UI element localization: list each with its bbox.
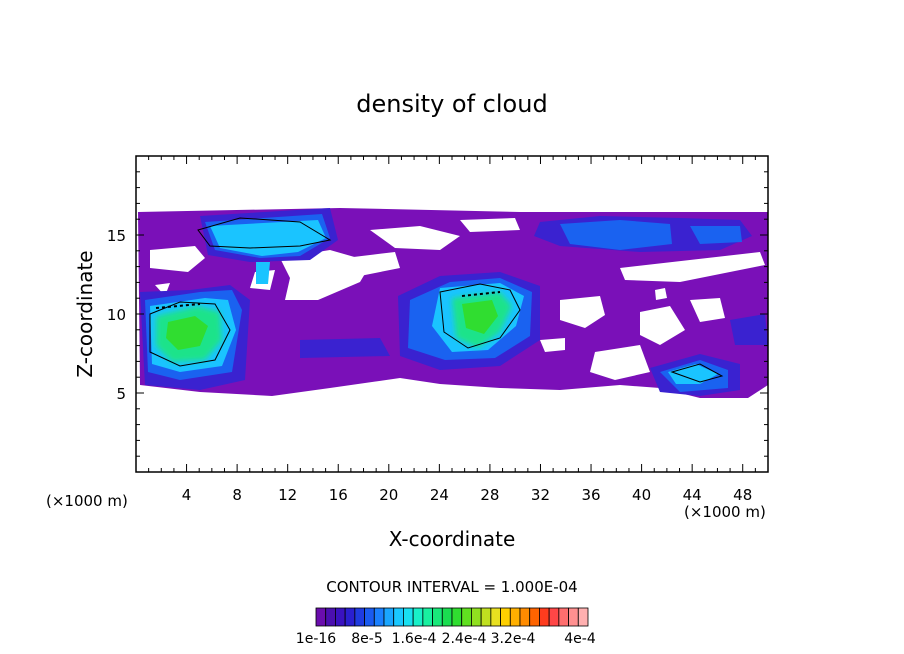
y-tick-label: 10 [107,306,126,324]
colorbar-swatch [519,607,531,627]
colorbar-swatch [354,607,365,627]
colorbar [315,607,589,627]
colorbar-label: 1.6e-4 [392,631,437,647]
colorbar-swatch [480,607,492,627]
colorbar-swatch [568,607,579,627]
colorbar-swatch [373,607,385,627]
colorbar-swatch [422,607,433,627]
colorbar-swatch [344,607,356,627]
colorbar-swatch [412,607,424,627]
heatmap-field [138,208,768,398]
colorbar-swatch [539,607,550,627]
x-axis-label: X-coordinate [389,527,516,551]
x-tick-label: 16 [329,486,348,504]
colorbar-swatch [383,607,395,627]
contour-interval-text: CONTOUR INTERVAL = 1.000E-04 [326,578,577,596]
x-unit-label-right: (×1000 m) [684,503,766,521]
colorbar-label: 4e-4 [564,631,596,647]
x-tick-label: 4 [182,486,192,504]
colorbar-swatch [393,607,404,627]
colorbar-label: 3.2e-4 [491,631,536,647]
colorbar-swatch [548,607,560,627]
colorbar-label: 2.4e-4 [442,631,487,647]
x-tick-label: 20 [379,486,398,504]
x-tick-label: 32 [531,486,550,504]
colorbar-swatch [451,607,463,627]
colorbar-swatch [490,607,501,627]
x-tick-label: 28 [480,486,499,504]
colorbar-swatch [558,607,569,627]
colorbar-swatch [500,607,511,627]
colorbar-label: 8e-5 [351,631,382,647]
colorbar-swatch [432,607,443,627]
colorbar-swatch [577,607,589,627]
x-tick-label: 36 [581,486,600,504]
colorbar-label: 1e-16 [296,631,336,647]
colorbar-swatch [364,607,375,627]
y-tick-label: 15 [107,227,126,245]
x-unit-label-left: (×1000 m) [46,492,128,510]
x-tick-label: 12 [278,486,297,504]
x-tick-label: 40 [632,486,651,504]
level-peak [166,300,498,350]
colorbar-labels: 1e-16 8e-5 1.6e-4 2.4e-4 3.2e-4 4e-4 [296,631,596,647]
colorbar-swatch [529,607,540,627]
y-axis-label: Z-coordinate [73,250,97,377]
colorbar-swatch [335,607,346,627]
colorbar-swatch [441,607,453,627]
chart-title: density of cloud [356,90,547,118]
colorbar-swatch [461,607,472,627]
colorbar-swatch [325,607,336,627]
x-tick-label: 24 [430,486,449,504]
x-tick-label: 48 [733,486,752,504]
y-axis-ticks: 5 10 15 [107,171,768,457]
y-tick-label: 5 [116,385,126,403]
colorbar-swatch [471,607,482,627]
x-tick-label: 44 [683,486,702,504]
colorbar-swatch [315,607,327,627]
contour-lines [149,217,724,383]
x-axis-ticks: 4 8 12 16 20 24 28 32 36 40 44 48 [148,156,756,504]
colorbar-swatch [509,607,521,627]
colorbar-swatch [403,607,414,627]
x-tick-label: 8 [232,486,242,504]
